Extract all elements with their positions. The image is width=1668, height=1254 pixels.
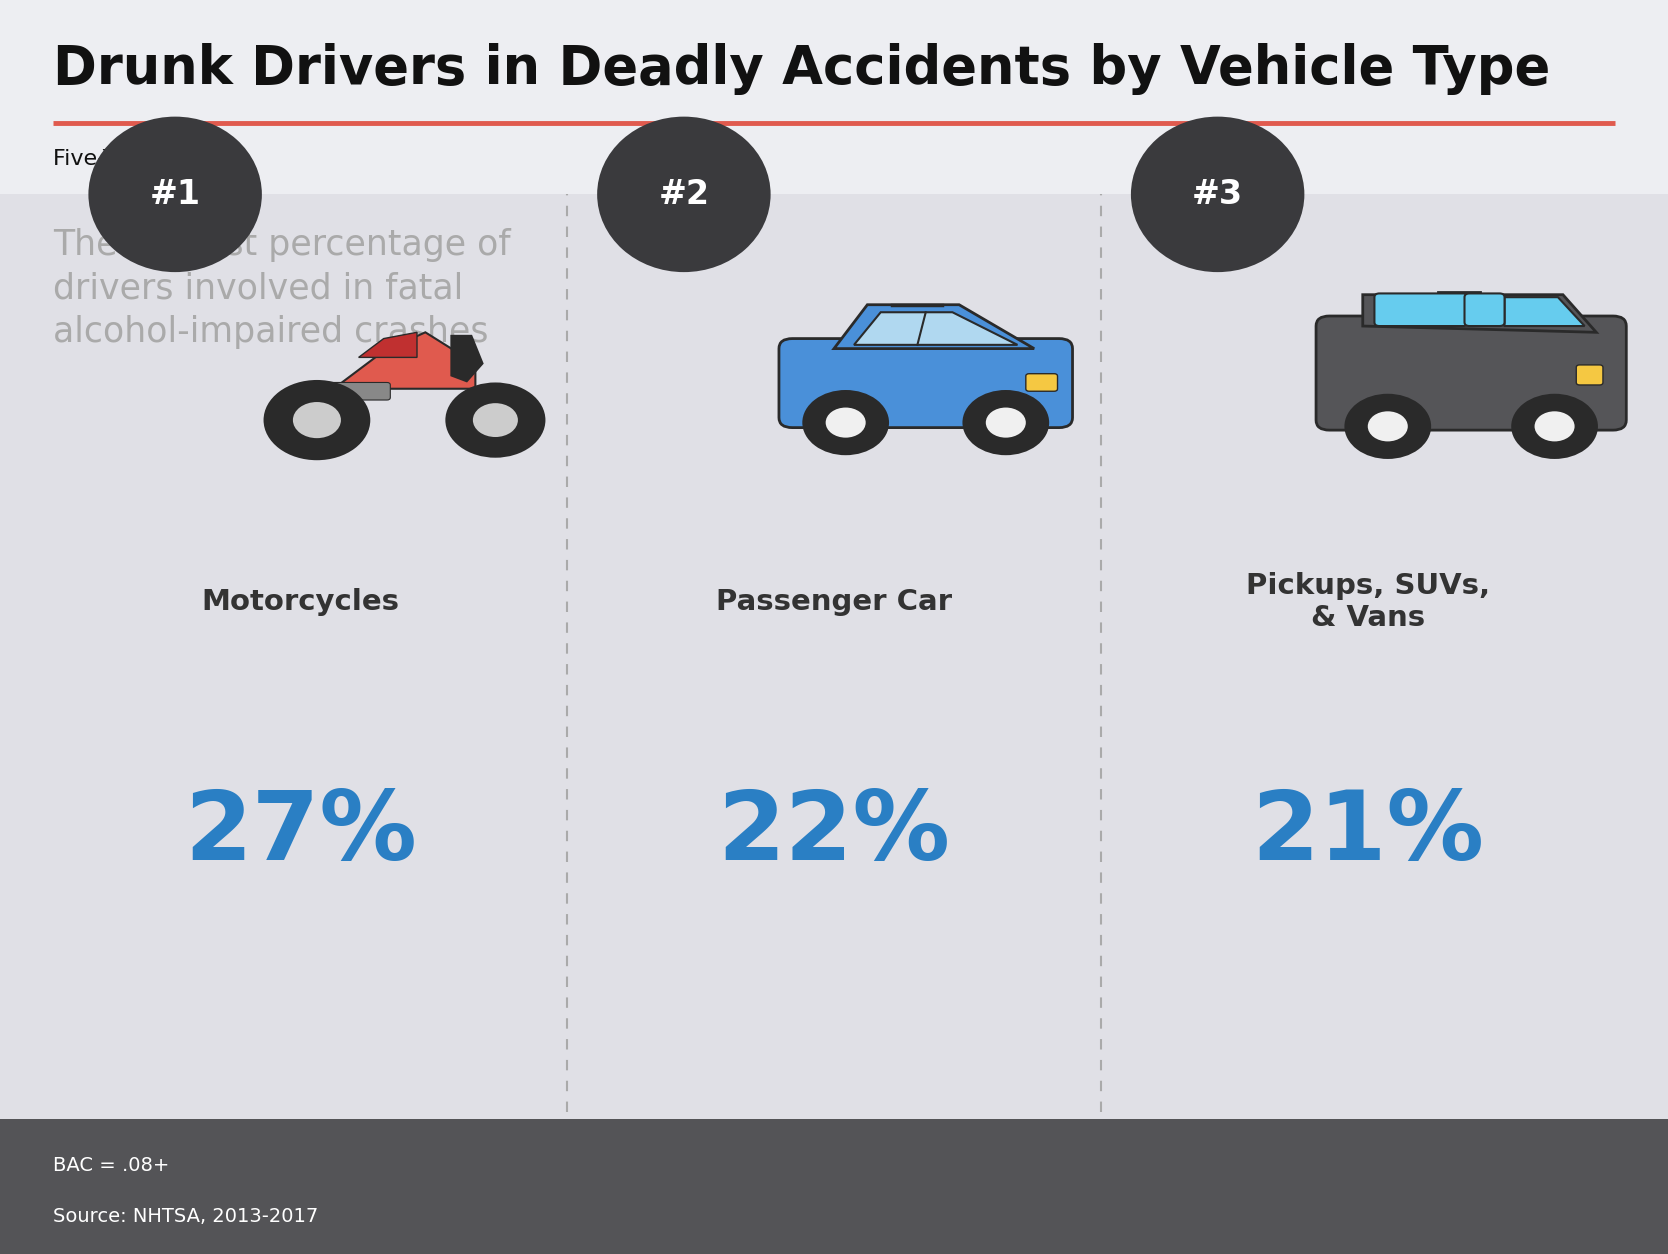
Circle shape — [986, 408, 1026, 438]
Circle shape — [826, 408, 866, 438]
FancyBboxPatch shape — [1465, 293, 1505, 326]
Text: Motorcycles: Motorcycles — [202, 588, 399, 616]
Ellipse shape — [1131, 117, 1304, 272]
FancyBboxPatch shape — [0, 0, 1668, 194]
Text: 21%: 21% — [1251, 788, 1485, 880]
Text: #3: #3 — [1193, 178, 1243, 211]
FancyBboxPatch shape — [1374, 293, 1468, 326]
Circle shape — [962, 390, 1049, 455]
Circle shape — [1535, 411, 1575, 441]
Polygon shape — [1505, 297, 1585, 326]
FancyBboxPatch shape — [1576, 365, 1603, 385]
FancyBboxPatch shape — [1316, 316, 1626, 430]
Polygon shape — [450, 335, 484, 382]
FancyBboxPatch shape — [0, 1119, 1668, 1254]
Text: drivers involved in fatal: drivers involved in fatal — [53, 271, 464, 306]
Text: 27%: 27% — [183, 788, 417, 880]
Polygon shape — [334, 332, 475, 389]
Circle shape — [472, 404, 517, 438]
Circle shape — [1344, 394, 1431, 459]
Circle shape — [264, 380, 370, 460]
Text: Five-Year Average: Five-Year Average — [53, 149, 249, 169]
FancyBboxPatch shape — [0, 194, 1668, 1119]
Text: Source: NHTSA, 2013-2017: Source: NHTSA, 2013-2017 — [53, 1206, 319, 1225]
Polygon shape — [854, 312, 1017, 345]
Text: The highest percentage of: The highest percentage of — [53, 227, 510, 262]
Polygon shape — [1363, 295, 1596, 332]
Text: #1: #1 — [150, 178, 200, 211]
FancyBboxPatch shape — [1026, 374, 1058, 391]
Polygon shape — [359, 332, 417, 357]
Ellipse shape — [597, 117, 771, 272]
Circle shape — [1368, 411, 1408, 441]
Ellipse shape — [88, 117, 262, 272]
Text: Drunk Drivers in Deadly Accidents by Vehicle Type: Drunk Drivers in Deadly Accidents by Veh… — [53, 43, 1551, 95]
Circle shape — [445, 382, 545, 458]
Text: BAC = .08+: BAC = .08+ — [53, 1156, 170, 1175]
Text: #2: #2 — [659, 178, 709, 211]
Circle shape — [802, 390, 889, 455]
Circle shape — [1511, 394, 1598, 459]
FancyBboxPatch shape — [779, 339, 1073, 428]
Polygon shape — [834, 305, 1034, 349]
Circle shape — [294, 403, 340, 438]
FancyBboxPatch shape — [325, 382, 390, 400]
Text: Pickups, SUVs,
& Vans: Pickups, SUVs, & Vans — [1246, 572, 1490, 632]
Text: Passenger Car: Passenger Car — [716, 588, 952, 616]
Text: 22%: 22% — [717, 788, 951, 880]
Text: alcohol-impaired crashes: alcohol-impaired crashes — [53, 315, 489, 350]
